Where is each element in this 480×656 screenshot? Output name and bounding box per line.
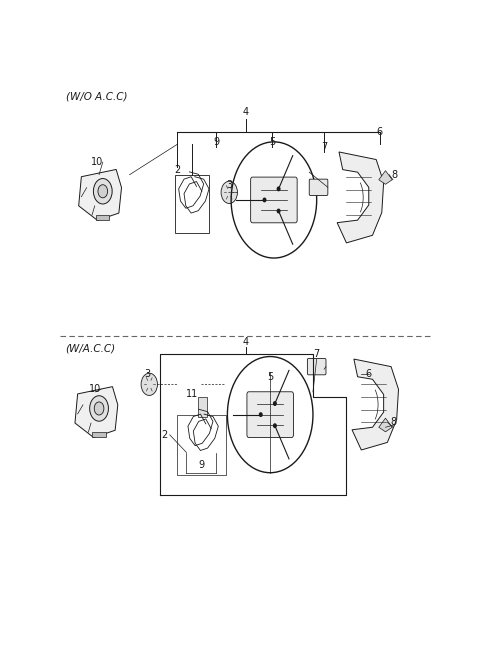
- Text: 10: 10: [91, 157, 103, 167]
- FancyBboxPatch shape: [309, 179, 328, 195]
- Text: 7: 7: [313, 349, 320, 359]
- FancyBboxPatch shape: [307, 358, 326, 375]
- Circle shape: [94, 402, 104, 415]
- Text: 9: 9: [198, 460, 204, 470]
- Text: 3: 3: [144, 369, 151, 379]
- Text: 7: 7: [321, 142, 327, 152]
- Text: 6: 6: [366, 369, 372, 379]
- Circle shape: [221, 181, 238, 203]
- Polygon shape: [379, 418, 392, 432]
- Text: 8: 8: [392, 170, 398, 180]
- Text: 10: 10: [89, 384, 101, 394]
- Polygon shape: [337, 152, 384, 243]
- Polygon shape: [379, 171, 392, 184]
- Text: 2: 2: [174, 165, 180, 174]
- Circle shape: [263, 198, 266, 201]
- Text: 5: 5: [269, 137, 275, 147]
- Circle shape: [274, 424, 276, 428]
- Circle shape: [94, 178, 112, 204]
- Text: 6: 6: [377, 127, 383, 136]
- Circle shape: [98, 185, 108, 198]
- Text: 8: 8: [390, 417, 396, 427]
- Polygon shape: [75, 386, 118, 438]
- Polygon shape: [79, 169, 121, 220]
- Text: 11: 11: [186, 390, 198, 400]
- Bar: [96, 215, 109, 220]
- Bar: [198, 397, 207, 417]
- Text: (W/A.C.C): (W/A.C.C): [66, 344, 116, 354]
- Text: 3: 3: [226, 180, 232, 190]
- Text: (W/O A.C.C): (W/O A.C.C): [66, 91, 127, 101]
- FancyBboxPatch shape: [251, 177, 297, 223]
- Circle shape: [260, 413, 262, 417]
- Polygon shape: [352, 359, 398, 450]
- Text: 2: 2: [161, 430, 168, 440]
- Circle shape: [90, 396, 108, 421]
- Circle shape: [277, 187, 280, 191]
- Bar: [175, 174, 209, 233]
- Circle shape: [141, 373, 157, 396]
- Bar: [92, 432, 106, 437]
- Text: 4: 4: [243, 337, 249, 348]
- Text: 9: 9: [213, 137, 219, 147]
- FancyBboxPatch shape: [247, 392, 293, 438]
- Bar: [177, 415, 226, 475]
- Text: 5: 5: [267, 372, 273, 382]
- Circle shape: [274, 402, 276, 405]
- Text: 4: 4: [243, 107, 249, 117]
- Circle shape: [277, 209, 280, 213]
